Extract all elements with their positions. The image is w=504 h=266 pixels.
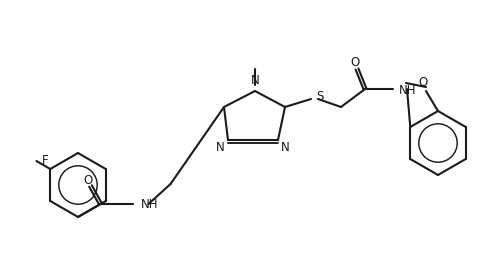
Text: NH: NH: [141, 198, 158, 211]
Text: O: O: [350, 56, 360, 69]
Text: N: N: [250, 74, 260, 87]
Text: O: O: [418, 77, 427, 89]
Text: N: N: [216, 141, 225, 154]
Text: O: O: [83, 174, 92, 188]
Text: S: S: [316, 89, 324, 102]
Text: N: N: [281, 141, 290, 154]
Text: F: F: [41, 155, 48, 168]
Text: NH: NH: [399, 84, 416, 97]
